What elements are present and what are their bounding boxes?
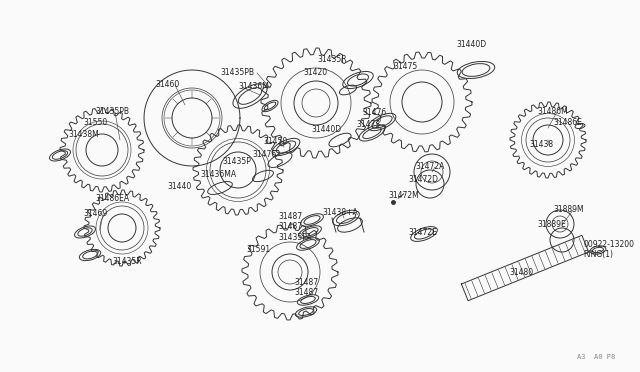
Text: 31487: 31487 — [278, 212, 302, 221]
Text: 31486M: 31486M — [537, 107, 568, 116]
Text: 31476: 31476 — [362, 108, 387, 117]
Text: 31473: 31473 — [356, 120, 380, 129]
Text: 31436MA: 31436MA — [200, 170, 236, 179]
Text: 31889M: 31889M — [553, 205, 584, 214]
Text: 00922-13200
RING(1): 00922-13200 RING(1) — [583, 240, 634, 259]
Text: 31480: 31480 — [509, 268, 533, 277]
Text: 31486EA: 31486EA — [95, 194, 129, 203]
Text: 31435P: 31435P — [222, 157, 251, 166]
Text: 31487: 31487 — [294, 278, 318, 287]
Text: 31486E: 31486E — [553, 118, 582, 127]
Text: 31436M: 31436M — [238, 82, 269, 91]
Text: 31440: 31440 — [167, 182, 191, 191]
Text: A3  A0 P8: A3 A0 P8 — [577, 354, 615, 360]
Text: 31476: 31476 — [252, 150, 276, 159]
Text: 31472D: 31472D — [408, 175, 438, 184]
Text: 31435PA: 31435PA — [278, 233, 312, 242]
Text: 31435PB: 31435PB — [95, 107, 129, 116]
Text: 31472A: 31472A — [415, 162, 444, 171]
Text: 31487: 31487 — [294, 288, 318, 297]
Text: 31438M: 31438M — [68, 130, 99, 139]
Text: 31435R: 31435R — [317, 55, 347, 64]
Text: 31469: 31469 — [83, 209, 108, 218]
Text: 31438: 31438 — [529, 140, 553, 149]
Text: 31440D: 31440D — [311, 125, 341, 134]
Text: 31440D: 31440D — [456, 40, 486, 49]
Text: 31889E: 31889E — [537, 220, 566, 229]
Text: 31591: 31591 — [246, 245, 270, 254]
Text: 31450: 31450 — [263, 137, 287, 146]
Text: 31438+A: 31438+A — [322, 208, 358, 217]
Text: 31550: 31550 — [83, 118, 108, 127]
Text: 31472M: 31472M — [388, 191, 419, 200]
Text: 31435PB: 31435PB — [220, 68, 254, 77]
Text: 31487: 31487 — [278, 222, 302, 231]
Text: 31420: 31420 — [303, 68, 327, 77]
Text: 31460: 31460 — [155, 80, 179, 89]
Text: 31435R: 31435R — [112, 257, 141, 266]
Text: 31475: 31475 — [393, 62, 417, 71]
Text: 31472E: 31472E — [408, 228, 437, 237]
